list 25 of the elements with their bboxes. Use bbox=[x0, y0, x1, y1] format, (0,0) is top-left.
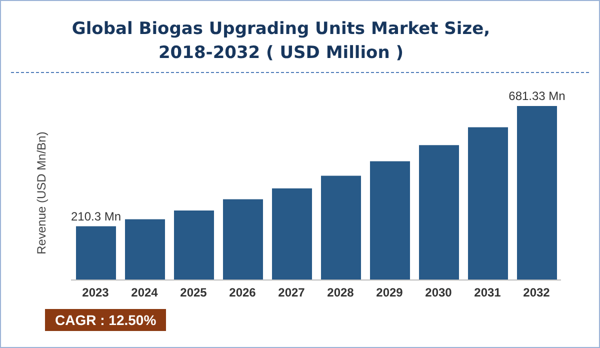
data-label: 681.33 Mn bbox=[508, 89, 566, 103]
bar bbox=[321, 176, 361, 280]
x-tick-label: 2027 bbox=[278, 286, 306, 300]
chart-title: Global Biogas Upgrading Units Market Size, 2018-2032 ( USD Million ) bbox=[70, 18, 492, 65]
bar bbox=[517, 106, 557, 280]
bar bbox=[76, 226, 116, 280]
bar bbox=[468, 127, 508, 280]
x-tick-label: 2026 bbox=[229, 286, 256, 300]
x-tick-label: 2023 bbox=[82, 286, 110, 300]
bar bbox=[370, 161, 410, 280]
text: CAGR : 12.50% bbox=[45, 309, 166, 331]
x-tick-label: 2024 bbox=[131, 286, 158, 300]
bar bbox=[125, 219, 165, 280]
y-axis-title: Revenue (USD Mn/Bn) bbox=[34, 132, 48, 254]
x-tick-label: 2025 bbox=[180, 286, 208, 300]
x-tick-label: 2028 bbox=[327, 286, 354, 300]
bar bbox=[272, 188, 312, 280]
x-tick-label: 2031 bbox=[474, 286, 502, 300]
x-tick-label: 2032 bbox=[523, 286, 550, 300]
bar bbox=[419, 145, 459, 280]
x-tick-label: 2029 bbox=[376, 286, 404, 300]
bar bbox=[223, 199, 263, 280]
bar bbox=[174, 210, 214, 280]
data-label: 210.3 Mn bbox=[70, 209, 122, 224]
x-tick-label: 2030 bbox=[425, 286, 452, 300]
